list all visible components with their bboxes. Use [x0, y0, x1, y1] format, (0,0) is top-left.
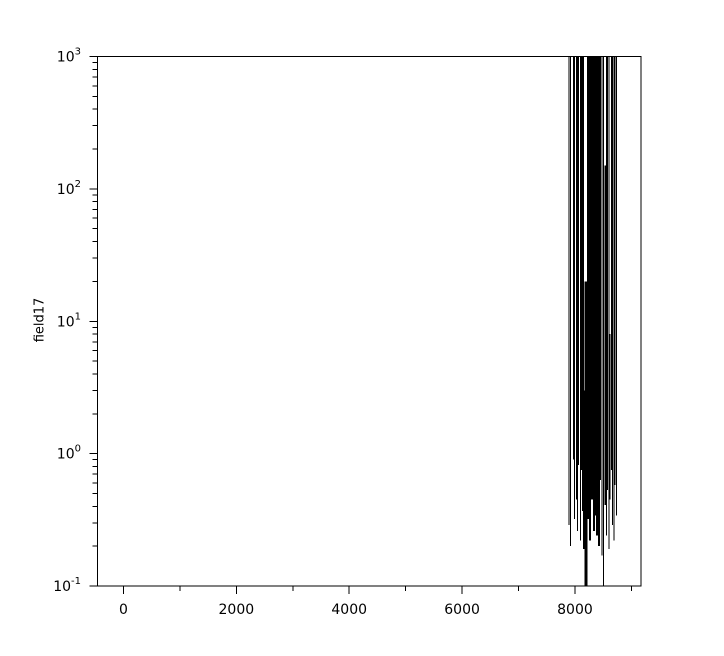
x-tick-label: 0	[119, 602, 128, 618]
axis-labels: 10-1 100 101 102 103 0 2000 4000 6000 8000	[53, 47, 593, 619]
x-tick-label: 2000	[219, 602, 255, 618]
x-tick-label: 8000	[557, 602, 593, 618]
y-tick-label: 103	[57, 47, 81, 66]
axis-ticks	[89, 56, 632, 594]
x-tick-label: 4000	[331, 602, 367, 618]
x-tick-label: 6000	[444, 602, 480, 618]
y-axis-title: field17	[32, 297, 48, 343]
y-tick-label: 101	[57, 311, 81, 330]
y-tick-label: 10-1	[53, 576, 81, 595]
plot-box	[97, 56, 642, 587]
y-tick-label: 102	[57, 179, 81, 198]
data-series	[568, 56, 618, 586]
y-tick-label: 100	[57, 444, 81, 463]
